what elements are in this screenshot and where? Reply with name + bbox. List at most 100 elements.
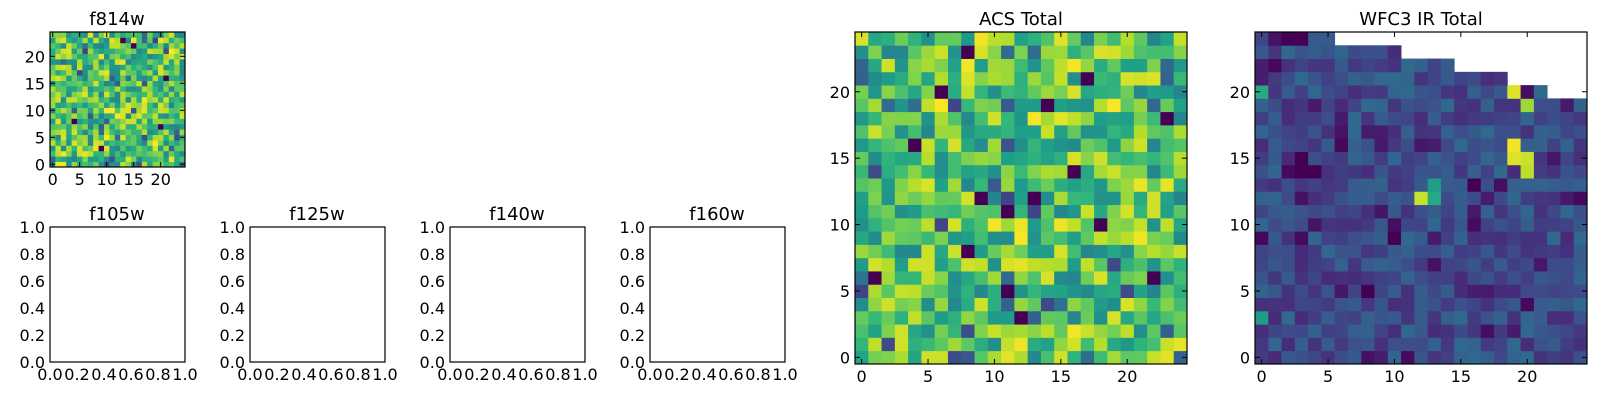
heatmap-cell — [1321, 98, 1336, 113]
heatmap-cell — [66, 59, 72, 65]
heatmap-cell — [1547, 164, 1561, 179]
heatmap-cell — [1308, 350, 1322, 365]
heatmap-cell — [77, 145, 83, 152]
heatmap-cell — [1255, 271, 1269, 285]
y-tick-label: 0.0 — [20, 353, 45, 372]
heatmap-cell — [179, 32, 186, 38]
heatmap-cell — [1308, 111, 1322, 126]
heatmap-cell — [1361, 350, 1375, 365]
heatmap-cell — [152, 64, 159, 71]
y-tick-label: 0.8 — [220, 245, 245, 264]
heatmap-cell — [77, 129, 83, 135]
heatmap-cell — [1414, 350, 1429, 365]
heatmap-cell — [66, 37, 72, 44]
heatmap-cell — [109, 145, 116, 152]
heatmap-cell — [1268, 58, 1282, 73]
heatmap-cell — [1255, 178, 1269, 192]
plot-frame — [49, 31, 186, 168]
heatmap-cell — [1480, 151, 1495, 166]
heatmap-cell — [1520, 164, 1535, 179]
heatmap-cell — [921, 85, 936, 99]
heatmap-cell — [66, 32, 72, 38]
heatmap-cell — [1080, 324, 1095, 338]
heatmap-cell — [1321, 204, 1336, 219]
heatmap-cell — [1067, 138, 1082, 152]
heatmap-cell — [179, 48, 186, 54]
y-tick-label: 0.6 — [20, 272, 45, 291]
heatmap-cell — [1361, 164, 1375, 179]
heatmap-cell — [1080, 111, 1095, 126]
heatmap-cell — [881, 257, 896, 272]
heatmap-cell — [921, 45, 936, 59]
heatmap-cell — [947, 337, 962, 352]
heatmap-cell — [934, 297, 949, 312]
heatmap-cell — [141, 86, 148, 92]
heatmap-cell — [1361, 178, 1375, 192]
heatmap-cell — [50, 123, 56, 130]
heatmap-cell — [1374, 350, 1389, 365]
heatmap-cell — [66, 91, 72, 98]
heatmap-cell — [125, 150, 132, 157]
heatmap-cell — [1268, 350, 1282, 365]
heatmap-cell — [98, 32, 105, 38]
heatmap-cell — [1560, 151, 1575, 166]
heatmap-cell — [1120, 71, 1135, 86]
heatmap-cell — [104, 80, 110, 87]
heatmap-cell — [1467, 231, 1482, 245]
heatmap-cell — [1147, 310, 1161, 325]
heatmap-cell — [1160, 98, 1175, 113]
heatmap-cell — [947, 231, 962, 245]
heatmap-cell — [136, 161, 143, 168]
heatmap-cell — [894, 244, 909, 259]
heatmap-cell — [1533, 164, 1548, 179]
heatmap-cell — [987, 164, 1002, 179]
heatmap-cell — [1255, 204, 1269, 219]
heatmap-cell — [174, 53, 180, 60]
heatmap-cell — [1494, 217, 1508, 232]
heatmap-cell — [158, 113, 164, 119]
heatmap-cell — [109, 118, 116, 125]
heatmap-cell — [1107, 297, 1121, 312]
heatmap-cell — [87, 69, 94, 76]
heatmap-cell — [125, 42, 132, 49]
heatmap-cell — [93, 107, 99, 114]
heatmap-cell — [1120, 337, 1135, 352]
heatmap-cell — [60, 32, 67, 38]
heatmap-cell — [82, 64, 89, 71]
heatmap-cell — [1573, 98, 1588, 113]
heatmap-cell — [1480, 98, 1495, 113]
heatmap-cell — [55, 37, 62, 44]
x-tick-label: 20 — [1117, 367, 1137, 386]
heatmap-cell — [974, 310, 989, 325]
heatmap-cell — [1374, 191, 1389, 206]
heatmap-cell — [1040, 271, 1055, 285]
heatmap-cell — [908, 350, 922, 365]
heatmap-cell — [1387, 71, 1402, 86]
heatmap-cell — [60, 107, 67, 114]
heatmap-cell — [141, 118, 148, 125]
heatmap-cell — [1321, 58, 1336, 73]
heatmap-cell — [1533, 244, 1548, 259]
heatmap-cell — [163, 102, 170, 108]
heatmap-cell — [136, 123, 143, 130]
heatmap-cell — [1080, 58, 1095, 73]
heatmap-cell — [1281, 350, 1296, 365]
heatmap-cell — [77, 140, 83, 146]
heatmap-cell — [71, 145, 78, 152]
heatmap-cell — [1401, 58, 1415, 73]
heatmap-cell — [1080, 297, 1095, 312]
heatmap-cell — [1014, 178, 1029, 192]
heatmap-cell — [125, 75, 132, 81]
heatmap-cell — [934, 151, 949, 166]
heatmap-cell — [174, 48, 180, 54]
heatmap-cell — [881, 350, 896, 365]
heatmap-cell — [1467, 271, 1482, 285]
heatmap-cell — [961, 191, 975, 206]
heatmap-cell — [921, 164, 936, 179]
heatmap-cell — [1374, 98, 1389, 113]
heatmap-cell — [1281, 324, 1296, 338]
heatmap-cell — [1374, 257, 1389, 272]
heatmap-cell — [1387, 58, 1402, 73]
heatmap-cell — [1054, 271, 1068, 285]
heatmap-cell — [1120, 244, 1135, 259]
